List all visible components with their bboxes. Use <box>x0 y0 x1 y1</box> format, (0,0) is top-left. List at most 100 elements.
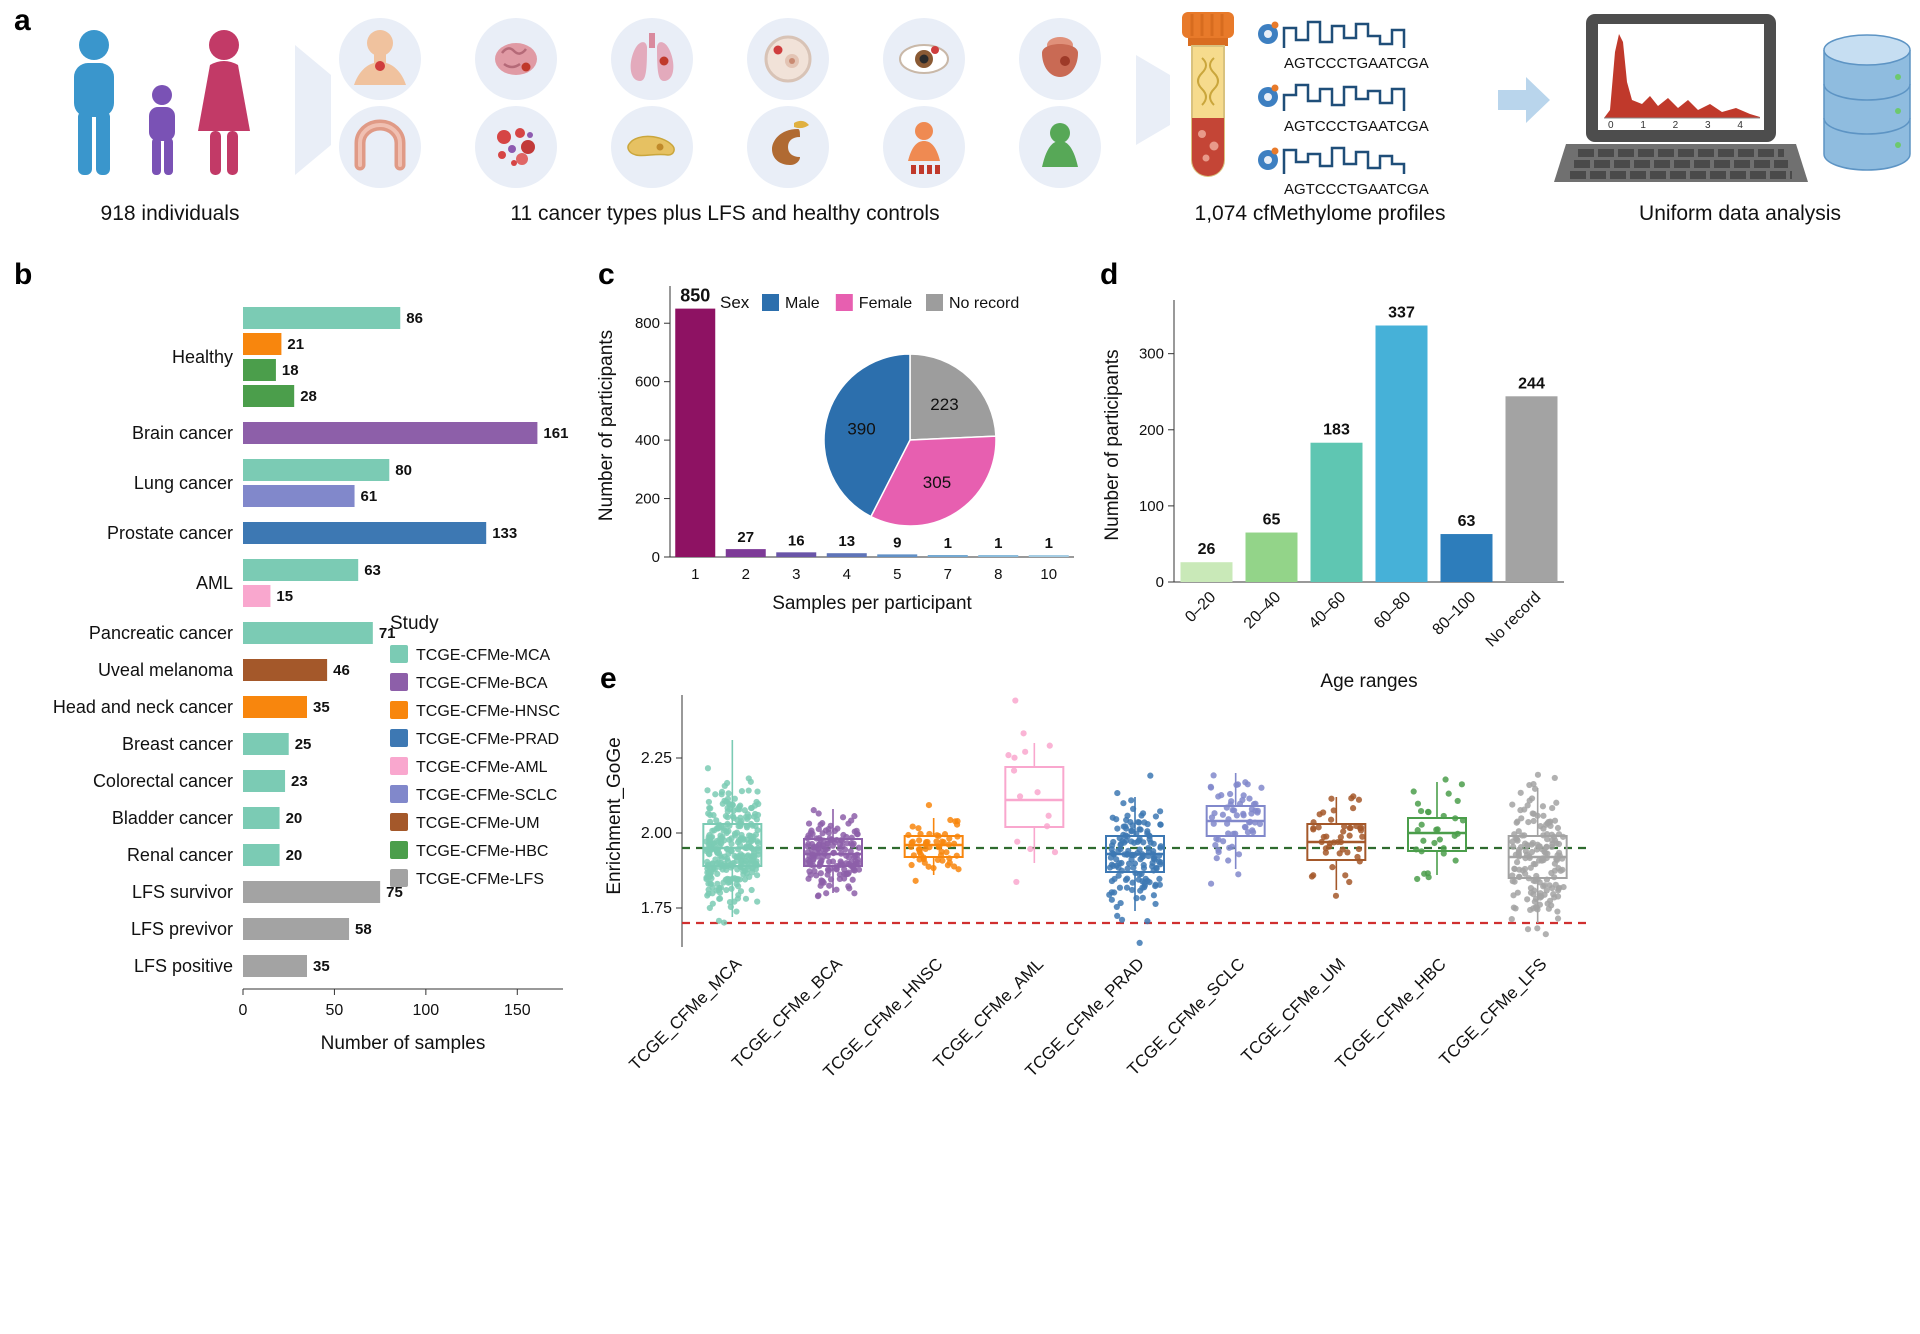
head-and-neck-icon <box>339 18 421 100</box>
data-point <box>1212 841 1219 849</box>
value-label: 63 <box>364 562 381 579</box>
data-point <box>1346 878 1353 886</box>
category-label: Bladder cancer <box>112 808 233 828</box>
data-point <box>1431 839 1438 847</box>
data-point <box>1418 821 1425 828</box>
tick-label: 200 <box>635 491 660 508</box>
data-point <box>1128 828 1135 835</box>
caption-individuals: 918 individuals <box>100 202 240 225</box>
data-point <box>1310 826 1317 833</box>
value-label: 1 <box>944 535 952 552</box>
data-point <box>708 875 715 882</box>
tick-label: 150 <box>504 1002 531 1019</box>
breast-icon <box>747 18 829 100</box>
category-label: Uveal melanoma <box>98 660 234 680</box>
value-label: 244 <box>1518 375 1545 392</box>
tick-label: 600 <box>635 374 660 391</box>
tick-label: TCGE_CFMe_BCA <box>728 954 846 1072</box>
bar <box>776 552 817 557</box>
data-point <box>854 831 861 838</box>
data-point <box>810 855 817 863</box>
data-point <box>709 900 716 907</box>
legend-label: TCGE-CFMe-LFS <box>416 871 544 888</box>
brain-icon <box>475 18 557 100</box>
data-point <box>744 853 751 860</box>
box <box>903 835 964 858</box>
data-point <box>855 844 862 851</box>
panel-label-c: c <box>598 258 615 291</box>
data-point <box>1525 819 1532 826</box>
tick-label: 100 <box>413 1002 440 1019</box>
value-label: 337 <box>1388 305 1415 322</box>
data-point <box>1320 809 1327 816</box>
legend-swatch <box>390 813 408 831</box>
eye-icon <box>883 18 965 100</box>
data-point <box>1524 802 1531 809</box>
read-sequence: AGTCCCTGAATCGA <box>1284 118 1429 135</box>
data-point <box>814 893 822 900</box>
data-point <box>1157 859 1164 866</box>
data-point <box>751 802 759 809</box>
legend-swatch <box>390 673 408 691</box>
data-point <box>845 869 852 876</box>
data-point <box>754 811 762 819</box>
data-point <box>839 814 847 821</box>
data-point <box>729 875 736 882</box>
legend-label: TCGE-CFMe-UM <box>416 815 540 832</box>
data-point <box>1544 836 1551 843</box>
data-point <box>1215 793 1222 800</box>
value-label: 86 <box>406 310 423 327</box>
data-point <box>1233 781 1240 789</box>
data-point <box>1534 771 1542 778</box>
legend-swatch <box>835 294 853 311</box>
value-label: 850 <box>680 286 710 306</box>
data-point <box>1225 857 1232 864</box>
database-icon <box>1823 34 1911 171</box>
data-point <box>1141 819 1148 826</box>
data-point <box>1344 849 1351 856</box>
tick-label: 60–80 <box>1371 589 1415 633</box>
data-point <box>704 765 712 772</box>
data-point <box>1248 806 1255 813</box>
data-point <box>829 858 837 865</box>
tick-label: 0 <box>1156 574 1164 591</box>
value-label: 21 <box>287 336 304 353</box>
legend-label: TCGE-CFMe-BCA <box>416 675 548 692</box>
data-point <box>1113 903 1120 911</box>
legend-label: TCGE-CFMe-MCA <box>416 647 551 664</box>
data-point <box>817 882 824 889</box>
legend-swatch <box>762 294 779 311</box>
data-point <box>748 886 755 894</box>
tick-label: 80–100 <box>1430 589 1480 639</box>
data-point <box>728 885 735 892</box>
data-point <box>1542 849 1549 857</box>
data-point <box>1551 774 1558 782</box>
data-point <box>1211 810 1218 817</box>
value-label: 16 <box>788 532 805 549</box>
data-point <box>1108 889 1115 896</box>
data-point <box>1510 843 1517 850</box>
data-point <box>733 880 740 888</box>
tick-label: 0 <box>239 1002 248 1019</box>
data-point <box>1541 882 1548 889</box>
bar <box>243 559 359 581</box>
axis-label: Number of participants <box>1102 349 1123 540</box>
data-point <box>1228 843 1236 850</box>
tick-label: 400 <box>635 432 660 449</box>
data-point <box>1151 856 1158 863</box>
data-point <box>909 838 916 845</box>
data-point <box>943 849 950 856</box>
data-point <box>1539 803 1547 810</box>
data-point <box>1034 789 1041 796</box>
data-point <box>703 847 710 855</box>
data-point <box>1144 918 1151 925</box>
data-point <box>1549 804 1556 812</box>
pie-label: 223 <box>930 395 958 414</box>
data-point <box>1152 813 1160 820</box>
bar <box>243 696 307 718</box>
data-point <box>742 895 750 902</box>
data-point <box>1554 908 1561 915</box>
tick-label: 100 <box>1139 498 1164 515</box>
data-point <box>738 788 746 795</box>
tick-label: 20–40 <box>1241 589 1285 633</box>
